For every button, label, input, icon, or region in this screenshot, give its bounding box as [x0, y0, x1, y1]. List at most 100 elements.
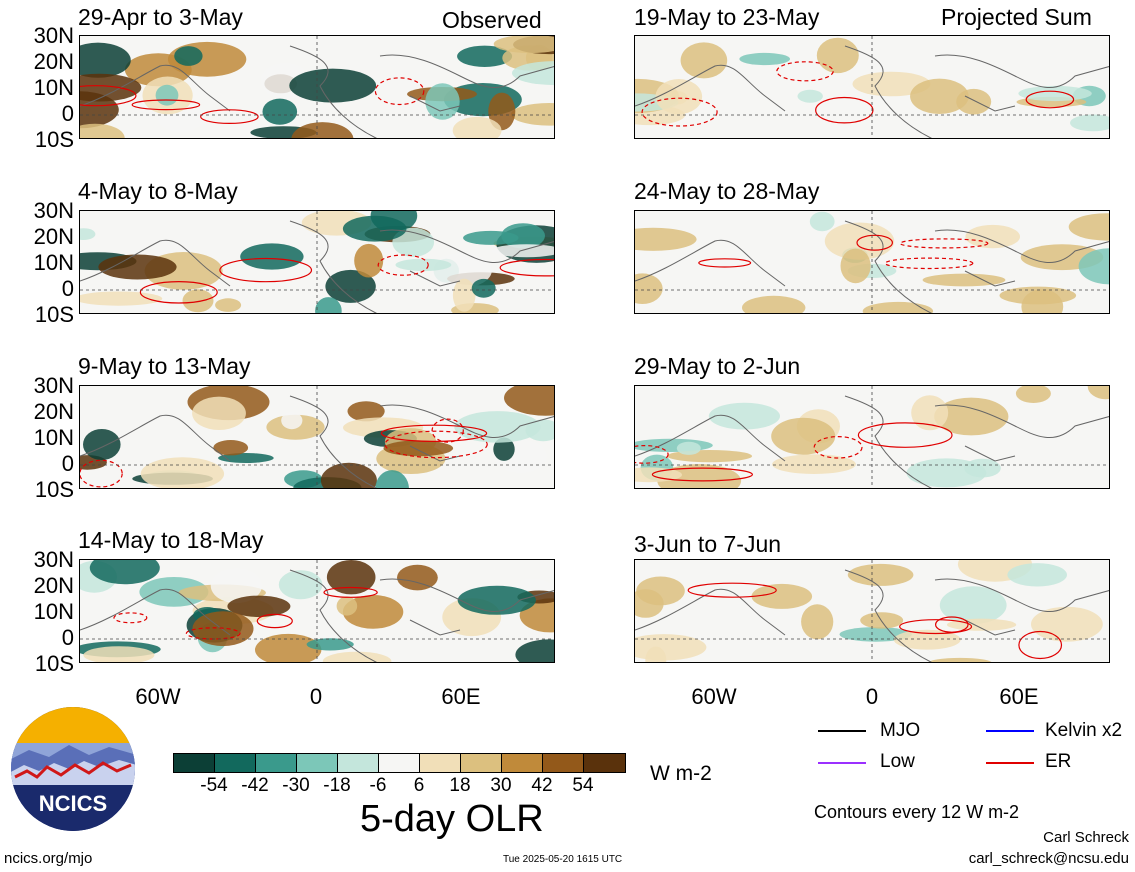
map-panel-left-0: [79, 35, 555, 139]
colorbar-swatch: [379, 754, 420, 772]
olr-anomaly-region: [635, 438, 713, 452]
olr-anomaly-region: [742, 295, 806, 313]
footer-url[interactable]: ncics.org/mjo: [4, 850, 93, 867]
olr-anomaly-region: [262, 98, 298, 125]
olr-anomaly-region: [816, 37, 859, 74]
olr-anomaly-region: [635, 589, 664, 618]
coastline: [80, 220, 554, 313]
olr-anomaly-region: [797, 89, 823, 103]
olr-anomaly-region: [182, 289, 214, 313]
panel-right-0-title: 19-May to 23-May: [634, 4, 820, 30]
olr-anomaly-region: [89, 560, 160, 585]
olr-anomaly-region: [140, 457, 225, 488]
lat-label: 10N: [33, 599, 74, 624]
coastline: [635, 395, 1109, 488]
olr-anomaly-region: [457, 585, 536, 615]
legend-low-swatch: [818, 762, 866, 764]
olr-anomaly-region: [809, 211, 835, 232]
map-panel-right-1: [634, 210, 1110, 314]
colorbar-swatch: [543, 754, 584, 772]
lat-label: 30N: [33, 373, 74, 398]
olr-anomaly-region: [218, 453, 274, 463]
panel-right-3-title: 3-Jun to 7-Jun: [634, 531, 782, 557]
olr-anomaly-region: [80, 291, 163, 306]
legend-er-swatch: [986, 762, 1034, 764]
colorbar-label: -54: [200, 775, 228, 796]
er-contour: [431, 418, 464, 443]
olr-anomaly-region: [326, 560, 376, 595]
er-contour: [380, 424, 488, 442]
colorbar-label: 30: [490, 775, 512, 796]
olr-anomaly-region: [454, 411, 541, 443]
olr-anomaly-region: [751, 583, 813, 609]
panel-left-0-tag: Observed: [442, 7, 542, 33]
panel-left-2-title: 9-May to 13-May: [78, 353, 251, 379]
er-contour: [113, 612, 148, 624]
olr-anomaly-region: [488, 92, 516, 131]
map-panel-right-0: [634, 35, 1110, 139]
er-contour: [219, 257, 313, 283]
colorbar-label: 54: [572, 775, 594, 796]
map-panel-left-1: [79, 210, 555, 314]
olr-anomaly-region: [255, 633, 322, 662]
ncics-logo: NCICS: [9, 705, 137, 833]
footer-email: carl_schreck@ncsu.edu: [968, 850, 1129, 867]
olr-anomaly-region: [493, 36, 554, 54]
er-contour: [815, 96, 874, 124]
er-contour: [80, 85, 137, 107]
colorbar-title: 5-day OLR: [360, 798, 544, 840]
olr-anomaly-region: [457, 45, 513, 67]
olr-anomaly-region: [504, 386, 554, 416]
contours-note: Contours every 12 W m-2: [814, 802, 1020, 822]
coastline: [80, 569, 554, 662]
er-contour: [857, 422, 953, 448]
olr-anomaly-region: [947, 618, 1017, 631]
colorbar-swatch: [256, 754, 297, 772]
map-panel-left-3: [79, 559, 555, 663]
olr-anomaly-region: [375, 470, 409, 488]
lat-label: 10N: [33, 425, 74, 450]
olr-anomaly-region: [708, 402, 780, 430]
olr-anomaly-region: [893, 629, 961, 650]
olr-anomaly-region: [911, 395, 949, 431]
olr-anomaly-region: [452, 116, 502, 138]
lon-label-right-60w: 60W: [691, 684, 737, 709]
lon-label-left-60w: 60W: [135, 684, 181, 709]
lat-label: 10S: [34, 127, 74, 152]
olr-anomaly-region: [278, 570, 323, 600]
olr-anomaly-region: [1031, 606, 1103, 642]
colorbar: [173, 753, 626, 773]
panel-right-2-title: 29-May to 2-Jun: [634, 353, 801, 379]
lat-label: 0: [61, 101, 74, 126]
olr-anomaly-region: [840, 248, 871, 284]
er-contour: [1018, 630, 1063, 660]
olr-anomaly-region: [322, 651, 392, 662]
map-panel-right-2: [634, 385, 1110, 489]
olr-anomaly-region: [934, 397, 1009, 436]
olr-anomaly-region: [306, 638, 354, 651]
colorbar-swatch: [502, 754, 543, 772]
colorbar-label: 42: [531, 775, 553, 796]
panel-left-0-title: 29-Apr to 3-May: [78, 4, 243, 30]
olr-anomaly-region: [635, 273, 663, 304]
olr-anomaly-region: [354, 243, 384, 278]
olr-anomaly-region: [240, 243, 304, 270]
olr-anomaly-region: [928, 657, 992, 662]
olr-anomaly-region: [635, 467, 682, 483]
olr-anomaly-region: [680, 42, 728, 79]
coastline: [635, 220, 1109, 313]
olr-anomaly-region: [772, 454, 856, 474]
olr-anomaly-region: [860, 612, 904, 629]
coastline: [80, 45, 554, 138]
er-contour: [374, 77, 425, 106]
legend-low-label: Low: [880, 751, 915, 772]
er-contour: [651, 467, 754, 482]
legend-mjo-swatch: [818, 730, 866, 732]
er-contour: [687, 582, 777, 598]
olr-anomaly-region: [192, 396, 246, 430]
colorbar-swatch: [215, 754, 256, 772]
olr-anomaly-region: [425, 83, 460, 120]
olr-anomaly-region: [227, 595, 291, 617]
er-contour: [884, 257, 974, 270]
olr-anomaly-region: [291, 122, 354, 138]
